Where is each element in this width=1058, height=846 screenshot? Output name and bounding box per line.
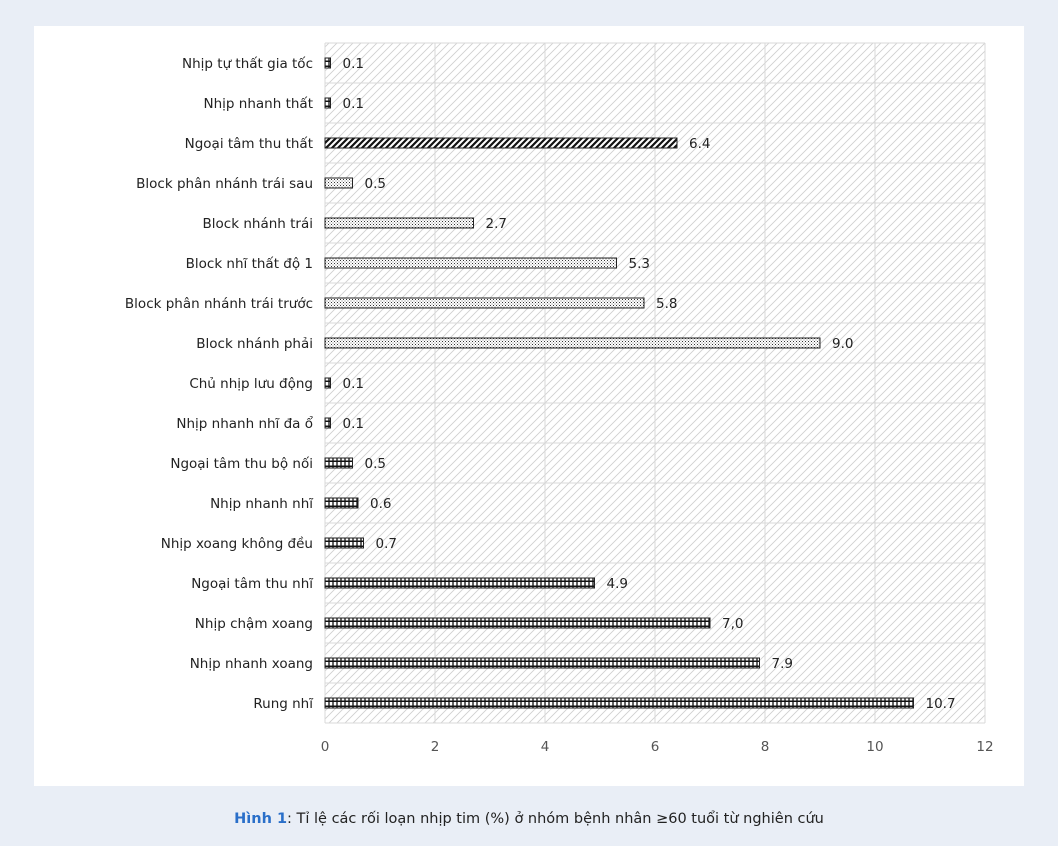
data-label: 9.0 [832, 336, 853, 352]
caption-label: Hình 1 [234, 811, 288, 827]
category-label: Nhịp nhanh nhĩ [210, 496, 314, 512]
data-label: 0.1 [343, 56, 364, 72]
data-label: 7.9 [772, 656, 793, 672]
bar [324, 577, 595, 589]
data-label: 7,0 [722, 616, 743, 632]
data-label: 5.3 [629, 256, 650, 272]
figure-caption: Hình 1: Tỉ lệ các rối loạn nhịp tim (%) … [0, 811, 1058, 827]
data-label: 6.4 [689, 136, 710, 152]
x-axis-ticks: 0 2 4 6 8 10 12 [321, 739, 994, 755]
data-label: 10.7 [926, 696, 956, 712]
data-label: 4.9 [607, 576, 628, 592]
category-label: Nhịp chậm xoang [195, 616, 313, 632]
bar [324, 377, 331, 389]
data-label: 0.1 [343, 416, 364, 432]
x-tick-label: 0 [321, 739, 330, 755]
data-label: 0.1 [343, 376, 364, 392]
category-labels: Nhịp tự thất gia tốc Nhịp nhanh thất Ngoại… [125, 55, 314, 712]
x-tick-label: 2 [431, 739, 440, 755]
data-label: 0.7 [376, 536, 397, 552]
bar [324, 257, 617, 269]
data-label: 5.8 [656, 296, 677, 312]
bar-chart: Nhịp tự thất gia tốc Nhịp nhanh thất Ngoại… [125, 42, 994, 755]
bars [324, 57, 914, 709]
bar [324, 337, 821, 349]
category-label: Ngoại tâm thu thất [185, 136, 313, 152]
category-label: Block nhánh phải [196, 336, 313, 352]
category-label: Nhịp nhanh xoang [190, 656, 313, 672]
x-tick-label: 12 [976, 739, 993, 755]
figure-panel: Nhịp tự thất gia tốc Nhịp nhanh thất Ngoại… [34, 26, 1024, 786]
bar [324, 177, 353, 189]
bar [324, 57, 331, 69]
x-tick-label: 10 [866, 739, 883, 755]
bar [324, 537, 364, 549]
data-label: 0.6 [370, 496, 391, 512]
category-label: Nhịp nhanh nhĩ đa ổ [176, 415, 313, 432]
category-label: Rung nhĩ [253, 696, 314, 712]
bar [324, 217, 474, 229]
bar [324, 657, 760, 669]
caption-text: : Tỉ lệ các rối loạn nhịp tim (%) ở nhóm… [287, 811, 824, 827]
bar [324, 417, 331, 429]
value-labels: 0.1 0.1 6.4 0.5 2.7 5.3 5.8 9.0 0.1 0.1 0.5 0.6 0.7 4… [343, 56, 956, 712]
category-label: Nhịp tự thất gia tốc [182, 55, 313, 72]
bar [324, 617, 711, 629]
data-label: 2.7 [486, 216, 507, 232]
x-tick-label: 6 [651, 739, 660, 755]
bar [324, 457, 353, 469]
category-label: Nhịp nhanh thất [204, 96, 313, 112]
category-label: Block nhĩ thất độ 1 [186, 256, 313, 272]
bar [324, 297, 645, 309]
category-label: Chủ nhịp lưu động [189, 376, 313, 392]
bar [324, 97, 331, 109]
x-tick-label: 4 [541, 739, 550, 755]
data-label: 0.1 [343, 96, 364, 112]
bar [324, 697, 914, 709]
category-label: Nhịp xoang không đều [161, 535, 313, 552]
category-label: Ngoại tâm thu bộ nối [170, 455, 313, 472]
category-label: Block nhánh trái [203, 216, 313, 232]
bar [324, 497, 359, 509]
bar [324, 137, 678, 149]
gridlines [324, 42, 986, 724]
category-label: Block phân nhánh trái trước [125, 296, 313, 312]
data-label: 0.5 [365, 176, 386, 192]
data-label: 0.5 [365, 456, 386, 472]
category-label: Block phân nhánh trái sau [136, 176, 313, 192]
x-tick-label: 8 [761, 739, 770, 755]
category-label: Ngoại tâm thu nhĩ [191, 576, 314, 592]
